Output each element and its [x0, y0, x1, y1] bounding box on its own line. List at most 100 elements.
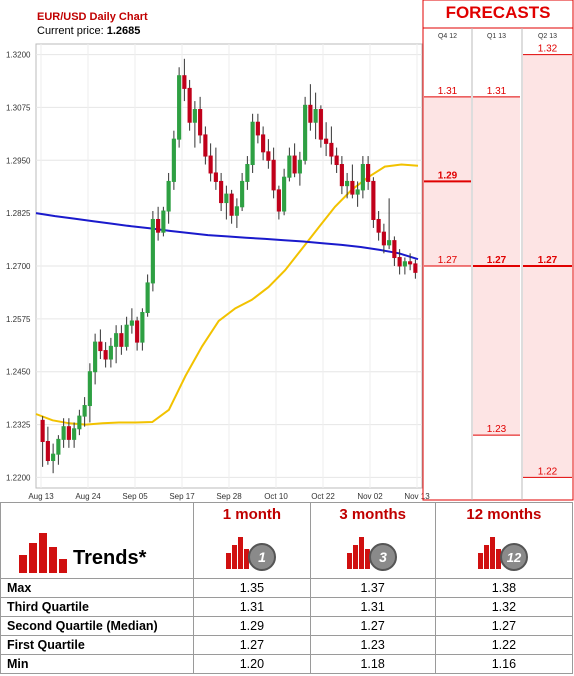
y-tick-label: 1.2700 — [6, 262, 31, 271]
forecast-value: 1.22 — [538, 466, 558, 477]
forecast-value: 1.31 — [438, 86, 458, 97]
candle-body — [87, 371, 92, 407]
y-tick-label: 1.2325 — [6, 421, 31, 430]
candle-body — [313, 109, 318, 123]
candle-body — [297, 159, 302, 174]
candle-body — [129, 320, 134, 326]
candle-body — [266, 151, 271, 161]
forecast-value: 1.29 — [438, 170, 458, 181]
candle-body — [397, 257, 402, 267]
candle-body — [77, 415, 82, 430]
chart-title-block: EUR/USD Daily Chart Current price: 1.268… — [37, 10, 148, 38]
cell-value: 1.18 — [309, 654, 436, 674]
cell-value: 1.32 — [434, 597, 574, 617]
trends-header-row: Trends* 1 month 1 3 mont — [0, 502, 574, 579]
candle-body — [240, 180, 245, 208]
forecasts-title: FORECASTS — [445, 3, 551, 22]
candle-body — [276, 189, 281, 212]
candle-body — [135, 320, 140, 343]
forecast-col-label: Q4 12 — [438, 33, 457, 40]
row-label: Max — [0, 578, 195, 598]
x-tick-label: Sep 17 — [169, 492, 195, 501]
header-12-months: 12 months 12 — [434, 502, 574, 579]
table-row: First Quartile 1.27 1.23 1.22 — [0, 635, 574, 655]
svg-text:3: 3 — [379, 549, 387, 565]
chart-title: EUR/USD Daily Chart — [37, 11, 148, 23]
candle-body — [40, 419, 45, 442]
cell-value: 1.31 — [309, 597, 436, 617]
y-tick-label: 1.2825 — [6, 209, 31, 218]
cell-value: 1.22 — [434, 635, 574, 655]
x-tick-label: Aug 13 — [28, 492, 54, 501]
table-row: Min 1.20 1.18 1.16 — [0, 654, 574, 674]
cell-value: 1.20 — [193, 654, 311, 674]
candle-body — [108, 345, 113, 360]
candle-body — [250, 121, 255, 166]
candle-body — [56, 438, 61, 455]
forecast-frame — [422, 0, 574, 501]
forecast-col-label: Q2 13 — [538, 33, 557, 40]
candle-body — [308, 104, 313, 123]
candle-body — [61, 426, 66, 440]
candle-body — [182, 75, 187, 89]
candle-body — [392, 240, 397, 259]
candle-body — [381, 231, 386, 246]
cell-value: 1.37 — [309, 578, 436, 598]
price-chart: 1.2200 1.2325 1.2450 1.2575 1.2700 1.2825 1.29… — [6, 0, 574, 501]
y-tick-label: 1.2450 — [6, 368, 31, 377]
candle-body — [114, 333, 119, 347]
current-price: Current price: 1.2685 — [37, 24, 148, 38]
cell-value: 1.31 — [193, 597, 311, 617]
candle-body — [161, 210, 166, 233]
bar-chart-icon — [19, 533, 67, 573]
x-tick-label: Oct 22 — [311, 492, 335, 501]
candle-body — [339, 164, 344, 187]
x-tick-label: Nov 13 — [404, 492, 430, 501]
candle-body — [156, 218, 161, 233]
candle-body — [355, 189, 360, 195]
candle-body — [234, 206, 239, 216]
x-tick-label: Sep 28 — [216, 492, 242, 501]
candle-body — [66, 426, 71, 440]
candle-body — [345, 180, 350, 187]
forecast-value: 1.31 — [487, 86, 507, 97]
candle-body — [371, 180, 376, 220]
cell-value: 1.27 — [193, 635, 311, 655]
cell-value: 1.35 — [193, 578, 311, 598]
cell-value: 1.38 — [434, 578, 574, 598]
candle-body — [303, 104, 308, 161]
candle-body — [282, 176, 287, 212]
x-tick-label: Aug 24 — [75, 492, 101, 501]
candle-body — [350, 180, 355, 195]
forecast-value: 1.27 — [487, 255, 507, 266]
candle-body — [324, 138, 329, 144]
table-row: Second Quartile (Median) 1.29 1.27 1.27 — [0, 616, 574, 636]
header-1-month: 1 month 1 — [193, 502, 311, 579]
x-tick-label: Oct 10 — [264, 492, 288, 501]
candle-body — [93, 341, 98, 373]
table-row: Max 1.35 1.37 1.38 — [0, 578, 574, 598]
table-row: Third Quartile 1.31 1.31 1.32 — [0, 597, 574, 617]
candle-body — [292, 155, 297, 174]
x-tick-label: Nov 02 — [357, 492, 383, 501]
candle-body — [329, 142, 334, 157]
candle-body — [261, 134, 266, 153]
candle-body — [119, 333, 124, 347]
row-label: Min — [0, 654, 195, 674]
candle-body — [229, 193, 234, 216]
candle-body — [413, 263, 418, 273]
y-tick-label: 1.3200 — [6, 51, 31, 60]
y-tick-label: 1.2200 — [6, 473, 31, 482]
candle-body — [98, 341, 103, 352]
candle-body — [402, 261, 407, 267]
candle-body — [318, 109, 323, 140]
candle-body — [387, 240, 392, 246]
candle-body — [171, 138, 176, 182]
row-label: Third Quartile — [0, 597, 195, 617]
candle-body — [287, 155, 292, 178]
trends-title-cell: Trends* — [0, 502, 195, 579]
candle-body — [271, 159, 276, 191]
cell-value: 1.29 — [193, 616, 311, 636]
candle-body — [150, 218, 155, 284]
candle-body — [408, 261, 413, 265]
